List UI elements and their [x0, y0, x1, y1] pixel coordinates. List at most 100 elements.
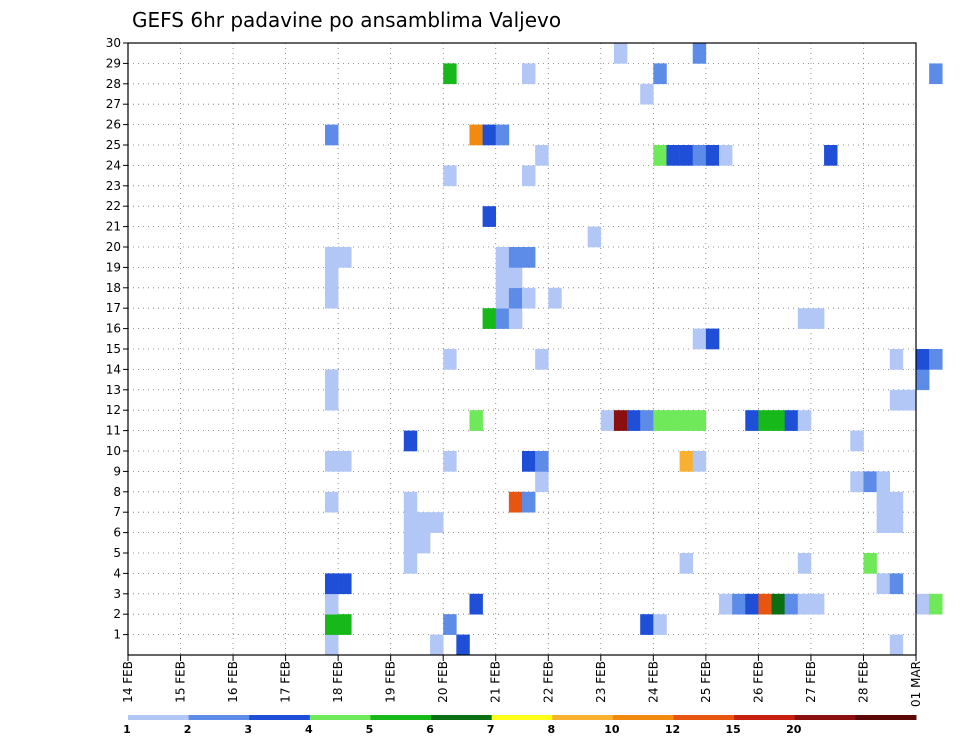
heatmap-cell: [666, 145, 680, 166]
heatmap-cell: [679, 451, 694, 472]
heatmap-cell: [758, 593, 772, 615]
y-tick-label: 9: [113, 464, 121, 478]
y-tick-label: 30: [106, 36, 121, 50]
heatmap-cell: [889, 512, 904, 533]
heatmap-cell: [692, 328, 707, 350]
heatmap-cell: [929, 349, 943, 370]
heatmap-cell: [745, 410, 759, 431]
heatmap-cell: [613, 410, 628, 431]
y-tick-label: 22: [106, 199, 121, 213]
heatmap-cell: [482, 308, 497, 329]
heatmap-cell: [771, 410, 785, 431]
colorbar-segment: [794, 715, 856, 720]
heatmap-cell: [416, 512, 431, 533]
heatmap-cell: [495, 308, 510, 329]
heatmap-cell: [889, 389, 904, 411]
heatmap-cell: [732, 593, 746, 615]
colorbar-label: 10: [604, 723, 620, 736]
y-tick-label: 1: [113, 628, 121, 642]
heatmap-cell: [613, 43, 628, 64]
y-tick-label: 26: [106, 118, 121, 132]
x-tick-label: 26 FEB: [751, 661, 765, 703]
y-tick-label: 25: [106, 138, 121, 152]
heatmap-cell: [719, 593, 733, 615]
y-tick-label: 19: [106, 260, 121, 274]
heatmap-cell: [692, 145, 707, 166]
heatmap-cell: [508, 287, 523, 309]
heatmap-cell: [850, 430, 864, 452]
heatmap-cell: [325, 491, 339, 513]
heatmap-cell: [863, 553, 877, 574]
heatmap-cell: [797, 593, 812, 615]
heatmap-cell: [876, 512, 891, 533]
heatmap-cell: [325, 593, 339, 615]
heatmap-cell: [653, 145, 667, 166]
chart-title: GEFS 6hr padavine po ansamblima Valjevo: [132, 8, 561, 32]
colorbar-segment: [309, 715, 371, 720]
heatmap-cell: [863, 471, 877, 493]
heatmap-cell: [666, 410, 680, 431]
y-tick-label: 15: [106, 342, 121, 356]
heatmap-cell: [416, 532, 431, 554]
heatmap-cell: [325, 451, 339, 472]
x-tick-label: 17 FEB: [279, 661, 293, 703]
heatmap-cell: [810, 308, 825, 329]
colorbar-label: 8: [547, 723, 555, 736]
y-tick-label: 5: [113, 546, 121, 560]
heatmap-cell: [508, 308, 523, 329]
heatmap-cell: [495, 267, 510, 289]
colorbar-segment: [855, 715, 917, 720]
x-tick-label: 25 FEB: [699, 661, 713, 703]
heatmap-cell: [522, 287, 536, 309]
heatmap-cell: [627, 410, 641, 431]
colorbar-label: 3: [244, 723, 252, 736]
x-tick-label: 16 FEB: [226, 661, 240, 703]
heatmap-cell: [430, 512, 444, 533]
y-tick-label: 13: [106, 383, 121, 397]
heatmap-cell: [758, 410, 772, 431]
colorbar-segment: [552, 715, 614, 720]
heatmap-cell: [653, 614, 667, 635]
heatmap-cell: [469, 593, 483, 615]
heatmap-cell: [443, 63, 457, 85]
y-tick-label: 27: [106, 97, 121, 111]
x-tick-label: 19 FEB: [384, 661, 398, 703]
colorbar-label: 7: [487, 723, 495, 736]
heatmap-cell: [522, 247, 536, 268]
heatmap-cell: [889, 491, 904, 513]
x-tick-label: 27 FEB: [804, 661, 818, 703]
y-tick-label: 6: [113, 526, 121, 540]
heatmap-cell: [325, 573, 339, 595]
heatmap-cell: [535, 471, 549, 493]
x-tick-label: 21 FEB: [489, 661, 503, 703]
heatmap-cell: [600, 410, 615, 431]
heatmap-cell: [679, 553, 694, 574]
x-tick-label: 22 FEB: [541, 661, 555, 703]
y-tick-label: 18: [106, 281, 121, 295]
x-tick-label: 15 FEB: [174, 661, 188, 703]
heatmap-cell: [338, 573, 352, 595]
heatmap-cell: [889, 634, 904, 656]
heatmap-cell: [522, 165, 536, 187]
y-tick-label: 14: [106, 362, 121, 376]
heatmap-cell: [548, 287, 562, 309]
y-tick-label: 28: [106, 77, 121, 91]
colorbar-segment: [370, 715, 432, 720]
heatmap-cell: [508, 267, 523, 289]
colorbar-label: 20: [786, 723, 802, 736]
heatmap-cell: [771, 593, 785, 615]
heatmap-cell: [640, 83, 654, 105]
heatmap-cell: [325, 124, 339, 146]
heatmap-cells: [325, 43, 943, 656]
heatmap-cell: [443, 349, 457, 370]
heatmap-cell: [719, 145, 733, 166]
x-tick-label: 24 FEB: [646, 661, 660, 703]
colorbar-label: 1: [123, 723, 131, 736]
heatmap-cell: [797, 308, 812, 329]
x-tick-label: 28 FEB: [856, 661, 870, 703]
y-tick-label: 4: [113, 566, 121, 580]
heatmap-cell: [705, 328, 720, 350]
heatmap-cell: [653, 410, 667, 431]
colorbar-segment: [249, 715, 311, 720]
